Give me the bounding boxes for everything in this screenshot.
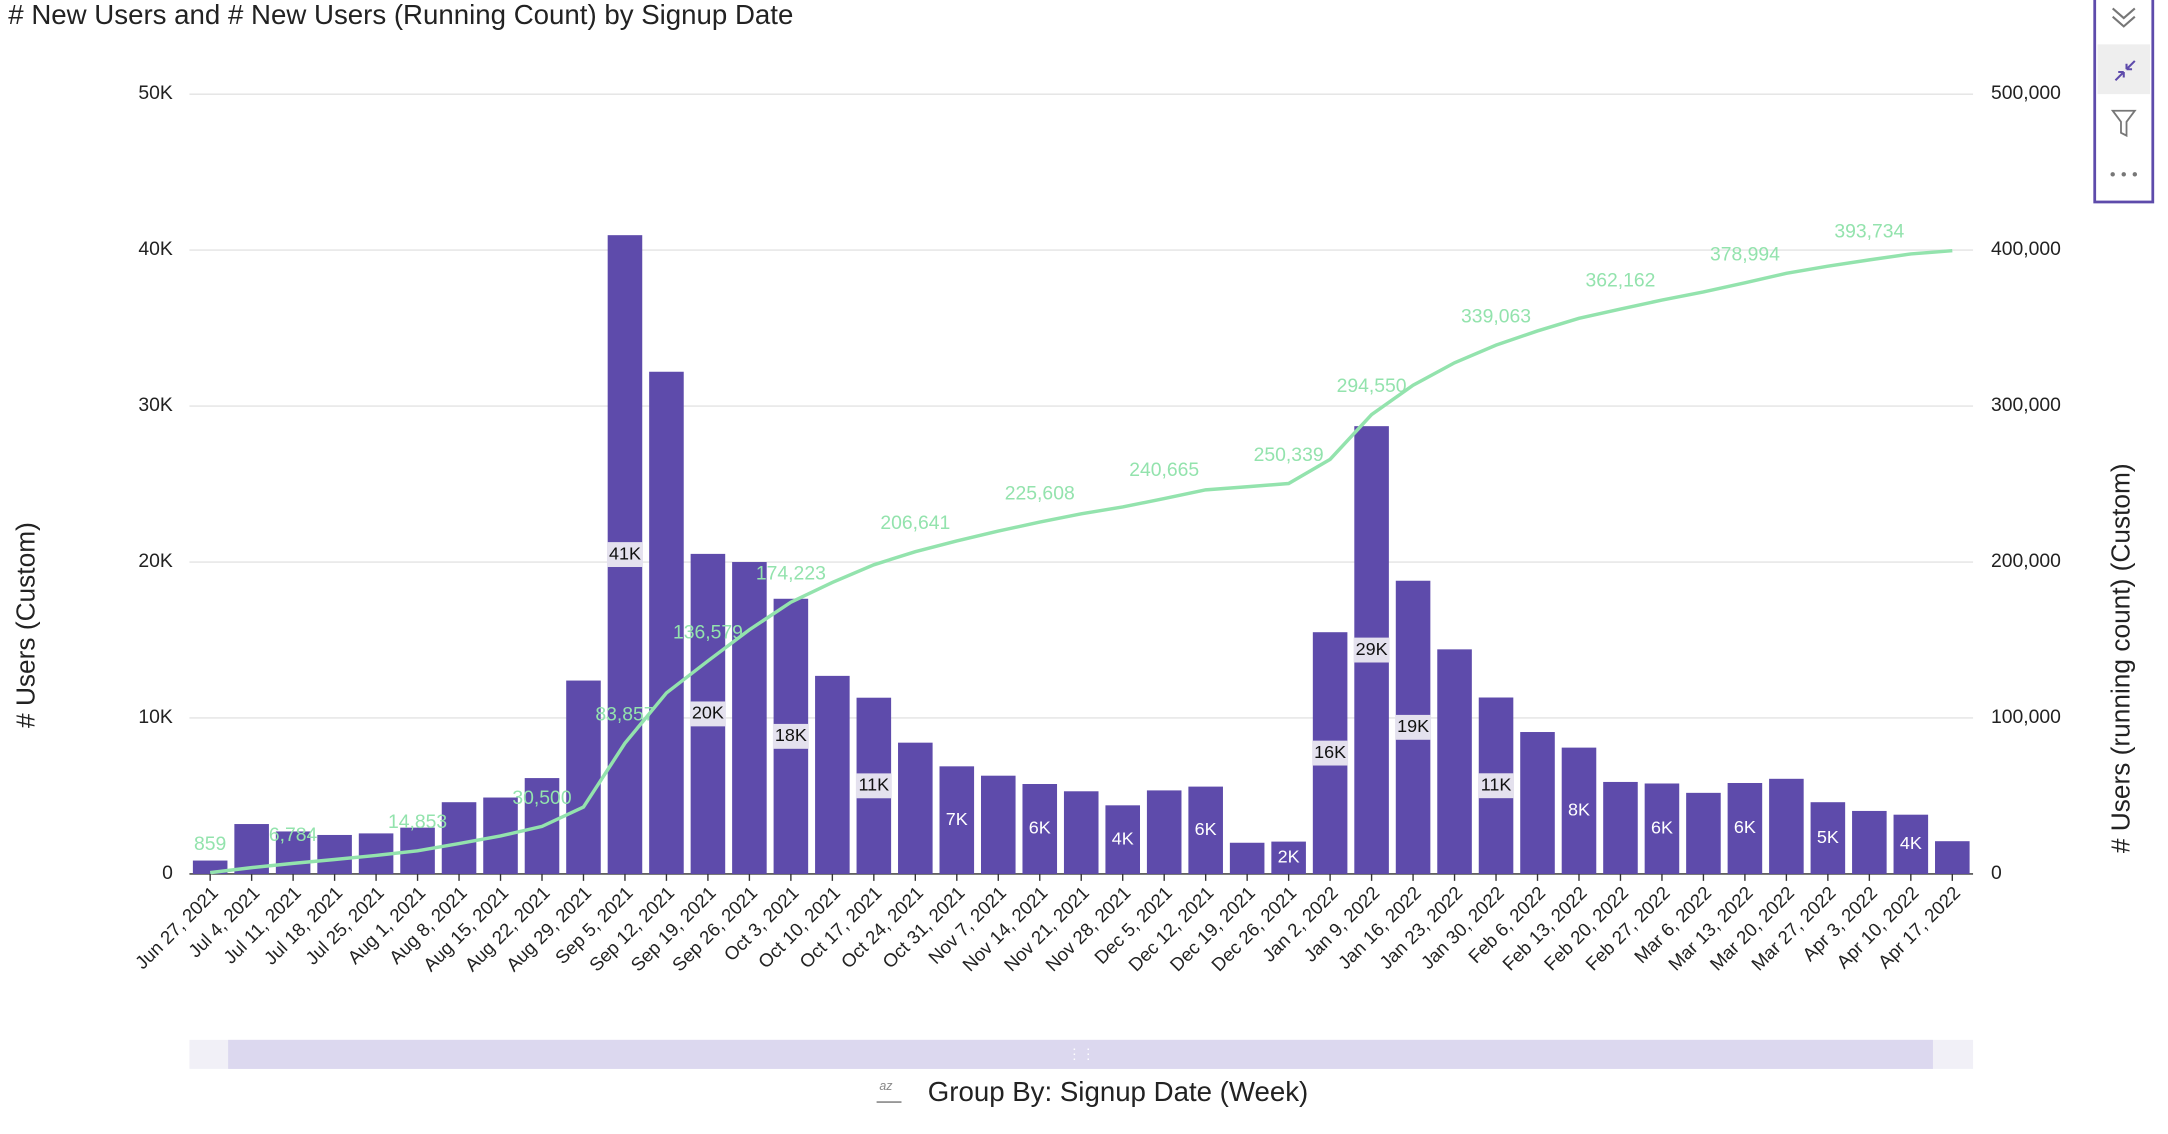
svg-text:az: az: [879, 1079, 893, 1093]
data-label: 83,857: [595, 704, 654, 726]
bar: [1644, 783, 1680, 874]
data-label-bg: [689, 701, 726, 727]
y-tick-label: 10K: [138, 706, 173, 728]
data-label: 240,665: [1129, 459, 1199, 481]
data-label: 5K: [1817, 827, 1839, 847]
data-label-bg: [772, 723, 809, 749]
data-label: 8K: [1568, 800, 1590, 820]
data-label: 378,994: [1710, 243, 1780, 265]
bar: [1520, 732, 1555, 874]
bar: [1229, 842, 1265, 874]
data-label: 393,734: [1834, 220, 1904, 242]
bar: [1105, 805, 1140, 874]
data-label: 19K: [1397, 716, 1429, 736]
bar: [441, 802, 477, 874]
data-label: 6K: [1195, 819, 1217, 839]
data-label: 362,162: [1586, 270, 1656, 292]
data-label: 16K: [1314, 742, 1346, 762]
y2-axis-title: # Users (running count) (Custom): [2105, 463, 2135, 853]
data-label: 14,853: [388, 811, 447, 833]
y2-tick-label: 500,000: [1991, 82, 2061, 104]
bar: [1271, 841, 1306, 874]
bar: [1727, 782, 1763, 874]
data-label: 11K: [859, 775, 890, 795]
minimize-icon[interactable]: [2114, 60, 2136, 82]
y2-tick-label: 100,000: [1991, 706, 2061, 728]
bar: [317, 834, 352, 874]
bar: [939, 766, 975, 874]
data-label: 41K: [609, 543, 641, 563]
y-tick-label: 50K: [138, 82, 173, 104]
data-label: 29K: [1356, 639, 1388, 659]
y2-tick-label: 0: [1991, 862, 2002, 884]
bar: [1022, 784, 1058, 874]
bar: [1063, 791, 1099, 874]
data-label: 7K: [946, 809, 968, 829]
y2-tick-label: 300,000: [1991, 394, 2061, 416]
data-label: 136,579: [673, 621, 743, 643]
y2-tick-label: 200,000: [1991, 550, 2061, 572]
data-label: 250,339: [1254, 444, 1324, 466]
data-label: 206,641: [880, 512, 950, 534]
more-icon[interactable]: [2110, 172, 2138, 177]
data-label: 6K: [1651, 817, 1673, 837]
data-label: 859: [194, 833, 226, 855]
data-label: 2K: [1278, 847, 1300, 867]
y-tick-label: 0: [162, 862, 173, 884]
chart-title: # New Users and # New Users (Running Cou…: [8, 0, 793, 30]
bar: [1810, 802, 1846, 874]
data-label: 18K: [775, 725, 807, 745]
bar: [1893, 814, 1929, 874]
bar: [732, 562, 767, 874]
bar: [1769, 778, 1804, 874]
bar: [1561, 747, 1597, 874]
data-label: 11K: [1481, 774, 1512, 794]
data-label: 174,223: [756, 563, 826, 585]
y2-tick-label: 400,000: [1991, 238, 2061, 260]
scrollbar-grip: ⋮⋮: [1067, 1046, 1095, 1062]
data-label: 339,063: [1461, 306, 1531, 328]
data-label-bg: [1312, 740, 1349, 766]
sort-icon[interactable]: az: [876, 1079, 902, 1103]
group-by-label[interactable]: Group By: Signup Date (Week): [928, 1076, 1308, 1107]
data-label-bg: [606, 542, 643, 568]
data-label: 6,784: [269, 824, 318, 846]
bar: [1935, 841, 1970, 874]
data-label: 30,500: [512, 787, 571, 809]
data-label: 4K: [1900, 833, 1922, 853]
data-label-bg: [1395, 714, 1432, 740]
filter-icon[interactable]: [2110, 109, 2137, 138]
y-tick-label: 40K: [138, 238, 173, 260]
bar: [566, 680, 601, 874]
bar: [275, 831, 311, 874]
y-axis-title: # Users (Custom): [11, 522, 41, 728]
data-label: 225,608: [1005, 483, 1075, 505]
bar: [1852, 810, 1887, 874]
bar: [1603, 781, 1638, 874]
data-label: 6K: [1734, 817, 1756, 837]
bar: [649, 371, 684, 874]
data-label: 4K: [1112, 828, 1134, 848]
collapse-icon[interactable]: [2112, 7, 2136, 28]
data-label: 20K: [692, 703, 724, 723]
bar: [1437, 649, 1472, 874]
bar: [1146, 790, 1182, 874]
bar: [1686, 792, 1721, 874]
y-tick-label: 30K: [138, 394, 173, 416]
data-label: 6K: [1029, 818, 1051, 838]
scrollbar-thumb[interactable]: [228, 1039, 1933, 1069]
data-label-bg: [855, 773, 892, 799]
bar: [815, 675, 850, 874]
toolbar: [2093, 0, 2155, 204]
y-tick-label: 20K: [138, 550, 173, 572]
bar: [1188, 786, 1223, 874]
bar: [980, 775, 1016, 874]
data-label-bg: [1478, 773, 1515, 799]
bar: [898, 742, 933, 874]
data-label: 294,550: [1337, 375, 1407, 397]
line: [209, 248, 1953, 875]
data-label-bg: [1353, 637, 1390, 663]
